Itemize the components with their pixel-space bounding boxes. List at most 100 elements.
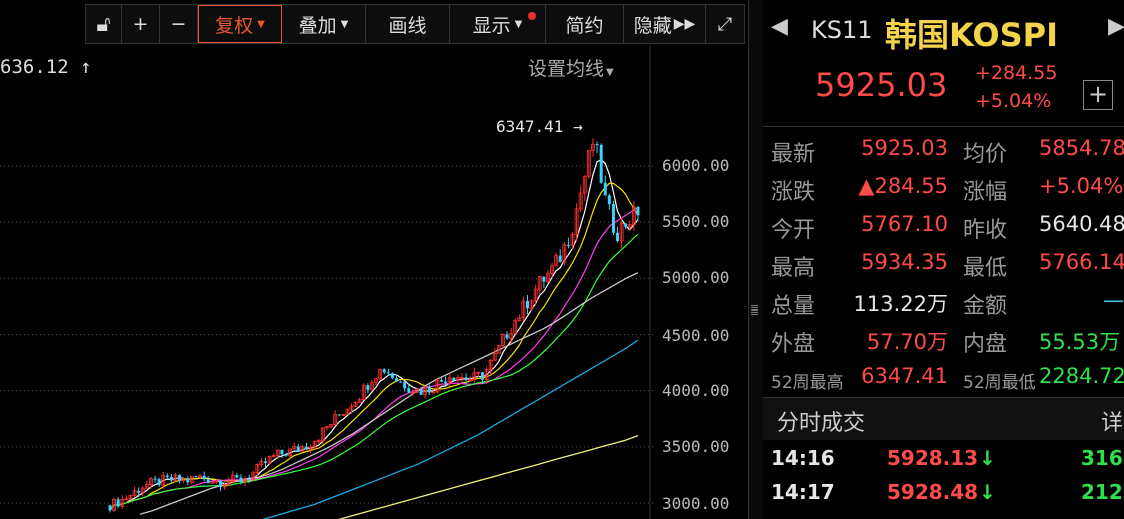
candle-body (165, 475, 169, 477)
candle-body (619, 223, 624, 242)
candle-body (189, 475, 194, 483)
candle-body (312, 441, 317, 448)
candle-body (308, 446, 313, 450)
candle-body (320, 427, 325, 441)
candle-body (120, 498, 125, 507)
quote-row: 最高 5934.35 最低 5766.14 (763, 246, 1124, 283)
tick-row[interactable]: 14:16 5928.13 ↓ 316 (763, 446, 1124, 478)
candle-body (546, 273, 550, 283)
zoom-in-button[interactable]: + (122, 5, 160, 43)
triangle-right-icon[interactable]: ▶ (1108, 14, 1124, 39)
ma-line (109, 158, 639, 511)
candle-body (161, 475, 166, 486)
candle-body (247, 478, 251, 480)
candle-body (267, 456, 272, 464)
candle-body (427, 386, 431, 393)
quote-row: 涨跌 ▲284.55 涨幅 +5.04% (763, 170, 1124, 207)
restore-rights-dropdown[interactable]: 复权 ▼ (198, 5, 282, 43)
ticks-detail-button[interactable]: 详 (1101, 411, 1124, 436)
quote-row: 52周最高 6347.41 52周最低 2284.72 (763, 360, 1124, 397)
display-dropdown[interactable]: 显示 ▼ (450, 5, 546, 43)
candle-body (484, 369, 489, 381)
candle-body (194, 476, 198, 478)
candle-body (403, 381, 407, 389)
candle-body (357, 399, 362, 404)
candle-body (566, 244, 570, 246)
ma-line (109, 182, 639, 511)
hide-button[interactable]: 隐藏 ▶▶ (624, 5, 706, 43)
candle-body (472, 372, 477, 381)
divider (763, 397, 1124, 398)
candle-body (198, 475, 202, 478)
panel-resize-handle[interactable]: ≡ ≡ (748, 0, 764, 519)
candle-body (488, 359, 493, 370)
caret-down-icon: ▼ (514, 18, 523, 30)
quote-label: 最新 (771, 142, 816, 167)
candle-body (300, 446, 305, 452)
candle-body (395, 378, 399, 382)
quote-value: 5934.35 (861, 250, 948, 274)
candle-body (271, 455, 276, 458)
zoom-out-button[interactable]: − (160, 5, 198, 43)
ma-line (109, 207, 639, 511)
kline-chart[interactable] (0, 0, 748, 519)
quote-value: — (1103, 288, 1124, 312)
candle-body (181, 478, 186, 481)
candle-body (636, 206, 640, 216)
candle-body (554, 255, 559, 267)
draw-line-button[interactable]: 画线 (366, 5, 450, 43)
candle-body (505, 334, 509, 339)
candle-body (440, 380, 444, 382)
kline-chart-panel[interactable]: 🔓︎ + − 复权 ▼ 叠加 ▼ 画线 显示 ▼ 简约 隐藏 ▶▶ ⤢ 636.12 ↑… (0, 0, 748, 519)
candle-body (517, 317, 522, 321)
tick-row[interactable]: 14:17 5928.48 ↓ 212 (763, 480, 1124, 512)
candle-body (210, 481, 215, 484)
candle-body (341, 413, 346, 416)
candle-body (423, 386, 428, 396)
tick-price: 5928.13 (887, 446, 979, 470)
candle-body (230, 474, 235, 483)
candle-body (239, 477, 243, 482)
candle-body (410, 391, 415, 394)
quote-row: 最新 5925.03 均价 5854.78 (763, 132, 1124, 169)
quote-label: 昨收 (963, 218, 1008, 243)
candle-body (537, 276, 542, 290)
ma-setting-dropdown[interactable]: 设置均线 ▼ (528, 58, 614, 80)
add-watchlist-button[interactable]: + (1083, 80, 1113, 110)
y-tick-label: 3500.00 (662, 437, 730, 456)
ma-line (109, 233, 639, 511)
unlock-button[interactable]: 🔓︎ (86, 5, 122, 43)
quote-label: 52周最低 (963, 373, 1036, 393)
quote-value: 55.53万 (1039, 330, 1121, 354)
quote-header: ◀ KS11 韩国KOSPI ▶ (763, 0, 1124, 60)
fullscreen-button[interactable]: ⤢ (706, 5, 744, 43)
down-arrow-icon: ↓ (979, 480, 996, 504)
quote-label: 均价 (963, 142, 1008, 167)
quote-value: 6347.41 (861, 364, 948, 388)
candle-body (222, 484, 227, 488)
candle-body (521, 300, 526, 319)
candle-body (173, 474, 178, 481)
change-absolute: +284.55 (975, 62, 1058, 84)
candle-body (214, 480, 219, 483)
candle-body (452, 377, 456, 381)
triangle-left-icon[interactable]: ◀ (771, 14, 788, 39)
candle-body (140, 487, 145, 494)
candle-body (264, 461, 268, 463)
candle-body (382, 369, 386, 373)
chart-grid (0, 46, 655, 519)
candle-body (611, 204, 615, 233)
ma-line (337, 434, 639, 519)
simple-mode-button[interactable]: 简约 (546, 5, 624, 43)
overlay-dropdown[interactable]: 叠加 ▼ (282, 5, 366, 43)
candle-body (316, 440, 321, 442)
quote-label: 总量 (771, 294, 816, 319)
candle-body (525, 300, 529, 309)
quote-label: 涨跌 (771, 180, 816, 205)
candle-body (480, 372, 484, 380)
candle-body (542, 276, 546, 282)
grip-icon: ≡ ≡ (750, 301, 760, 319)
candlesticks (108, 138, 640, 513)
index-code: KS11 (811, 16, 873, 44)
candle-body (329, 424, 333, 428)
